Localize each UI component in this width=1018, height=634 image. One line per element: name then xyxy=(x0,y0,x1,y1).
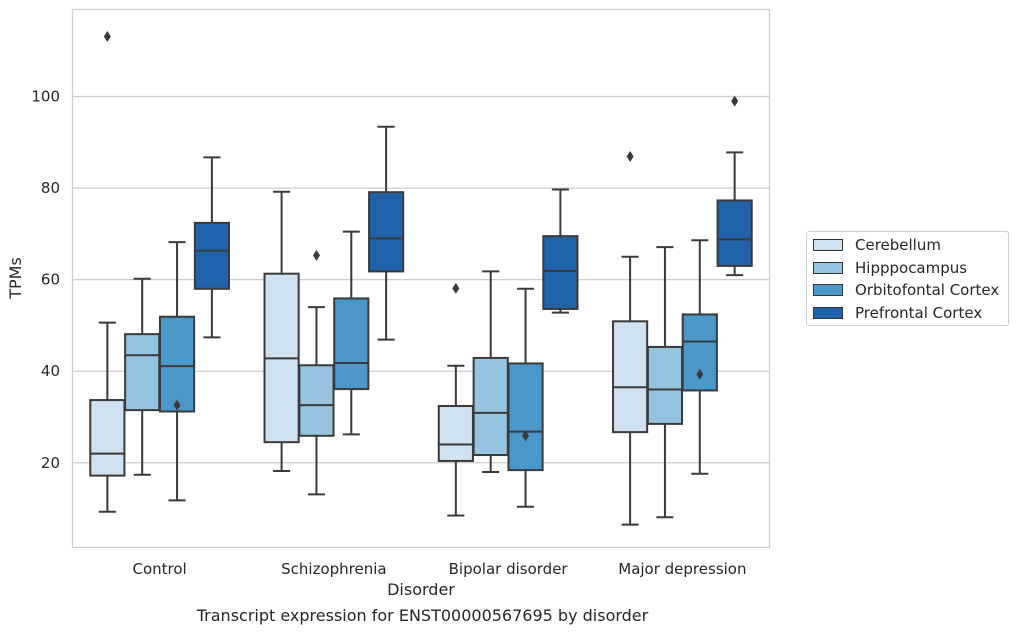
box-3-2 xyxy=(681,239,718,475)
box-1-2 xyxy=(333,230,370,436)
box-groups xyxy=(89,31,753,526)
x-tick-label: Bipolar disorder xyxy=(449,560,569,578)
legend-swatch-orbitofrontal xyxy=(813,284,843,296)
iqr-box xyxy=(158,315,196,413)
legend-item-prefrontal: Prefrontal Cortex xyxy=(813,303,982,323)
outlier-point xyxy=(312,249,320,261)
box-1-3 xyxy=(368,125,405,341)
x-axis-label: Disorder xyxy=(387,580,455,599)
iqr-box xyxy=(472,356,509,457)
x-tick-label: Control xyxy=(133,560,187,578)
iqr-box xyxy=(716,199,753,267)
legend-item-hippocampus: Hipppocampus xyxy=(813,258,967,278)
legend-label: Cerebellum xyxy=(855,236,941,254)
box-0-3 xyxy=(193,156,230,339)
iqr-box xyxy=(193,221,230,290)
outlier-point xyxy=(452,282,460,294)
box-2-3 xyxy=(542,188,579,314)
x-tick-label: Major depression xyxy=(618,560,746,578)
x-tick-label: Schizophrenia xyxy=(281,560,386,578)
iqr-box xyxy=(298,364,335,437)
box-1-0 xyxy=(263,190,300,473)
outlier-point xyxy=(103,31,111,43)
box-2-1 xyxy=(472,270,509,473)
outlier-point xyxy=(731,95,739,107)
box-2-0 xyxy=(437,282,474,517)
chart-caption: Transcript expression for ENST0000056769… xyxy=(196,606,649,625)
x-tick-labels: Control Schizophrenia Bipolar disorder Majo… xyxy=(133,560,747,578)
iqr-box xyxy=(368,191,405,273)
iqr-box xyxy=(612,320,649,434)
iqr-box xyxy=(507,362,544,472)
legend-label: Orbitofontal Cortex xyxy=(855,281,1000,299)
box-0-0 xyxy=(89,31,126,513)
legend-swatch-prefrontal xyxy=(813,307,843,319)
iqr-box xyxy=(646,345,684,425)
box-1-1 xyxy=(298,249,335,496)
box-2-2 xyxy=(507,287,544,508)
plot-frame xyxy=(71,8,771,549)
y-tick-label: 40 xyxy=(41,362,60,380)
box-3-0 xyxy=(612,150,649,526)
iqr-box xyxy=(437,405,474,462)
y-tick-label: 80 xyxy=(41,179,60,197)
iqr-box xyxy=(89,399,126,477)
iqr-box xyxy=(124,333,161,412)
iqr-box xyxy=(333,297,370,391)
box-0-2 xyxy=(158,241,196,502)
legend-item-cerebellum: Cerebellum xyxy=(813,235,941,255)
legend-label: Hipppocampus xyxy=(855,259,968,277)
legend-swatch-cerebellum xyxy=(813,239,843,251)
outlier-point xyxy=(522,430,530,442)
outlier-point xyxy=(173,399,181,411)
box-3-1 xyxy=(646,246,684,519)
legend: Cerebellum Hipppocampus Orbitofontal Cor… xyxy=(806,231,1009,326)
legend-label: Prefrontal Cortex xyxy=(855,304,983,322)
outlier-point xyxy=(696,368,704,380)
y-tick-label: 20 xyxy=(41,454,60,472)
iqr-box xyxy=(542,235,579,310)
y-tick-label: 60 xyxy=(41,271,60,289)
y-tick-label: 100 xyxy=(31,87,60,105)
legend-swatch-hippocampus xyxy=(813,262,843,274)
legend-item-orbitofrontal: Orbitofontal Cortex xyxy=(813,280,999,300)
box-3-3 xyxy=(716,95,753,277)
y-axis-label: TPMs xyxy=(6,257,25,300)
y-tick-labels: 20 40 60 80 100 xyxy=(31,87,60,471)
box-0-1 xyxy=(124,277,161,476)
outlier-point xyxy=(626,150,634,162)
